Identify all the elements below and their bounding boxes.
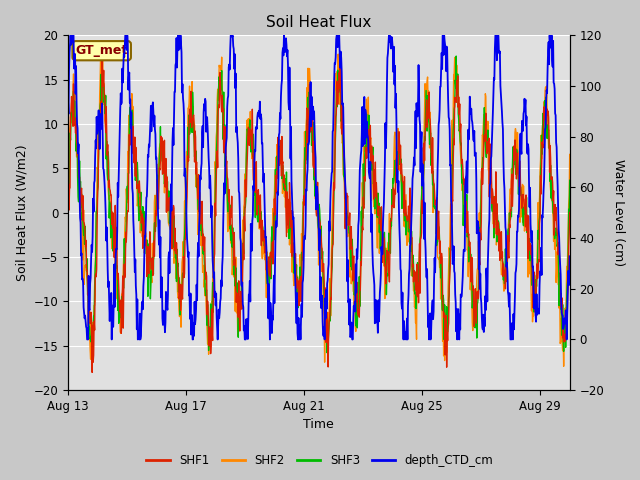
Y-axis label: Water Level (cm): Water Level (cm) bbox=[612, 159, 625, 266]
Y-axis label: Soil Heat Flux (W/m2): Soil Heat Flux (W/m2) bbox=[15, 144, 28, 281]
Legend: SHF1, SHF2, SHF3, depth_CTD_cm: SHF1, SHF2, SHF3, depth_CTD_cm bbox=[142, 449, 498, 472]
Text: GT_met: GT_met bbox=[76, 44, 128, 57]
X-axis label: Time: Time bbox=[303, 419, 334, 432]
Title: Soil Heat Flux: Soil Heat Flux bbox=[266, 15, 372, 30]
